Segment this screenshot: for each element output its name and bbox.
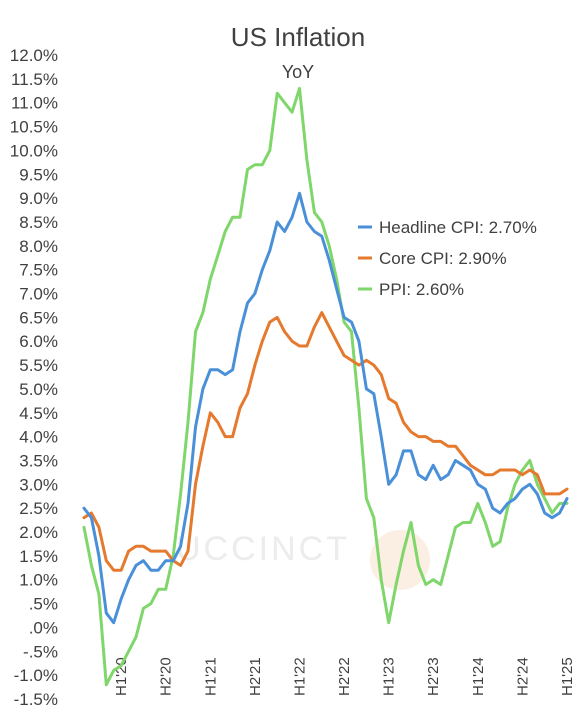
x-tick-label: H2'23 xyxy=(425,657,442,696)
chart-title: US Inflation xyxy=(231,22,365,52)
legend-label: PPI: 2.60% xyxy=(379,280,464,299)
y-tick-label: 10.0% xyxy=(10,141,58,160)
y-tick-label: 8.0% xyxy=(19,237,58,256)
legend-label: Core CPI: 2.90% xyxy=(379,249,507,268)
y-tick-label: 7.5% xyxy=(19,261,58,280)
legend: Headline CPI: 2.70% Core CPI: 2.90% PPI: 2… xyxy=(358,218,537,299)
y-axis: -1.5% -1.0% -.5% .0% .5% 1.0% 1.5% 2.0% 2.5% 3.0%… xyxy=(10,46,58,709)
y-tick-label: 2.0% xyxy=(19,523,58,542)
legend-label: Headline CPI: 2.70% xyxy=(379,218,537,237)
chart-subtitle: YoY xyxy=(282,62,314,82)
series-layer xyxy=(82,86,569,687)
x-tick-label: H1'23 xyxy=(381,657,398,696)
series-line-ppi xyxy=(82,86,569,687)
y-tick-label: 12.0% xyxy=(10,46,58,65)
y-tick-label: .0% xyxy=(29,618,58,637)
x-axis: H1'20 H2'20 H1'21 H2'21 H1'22 H2'22 H1'23 H2'23… xyxy=(113,657,576,696)
x-tick-label: H1'25 xyxy=(559,657,576,696)
y-tick-label: 4.0% xyxy=(19,428,58,447)
series-line-core-cpi xyxy=(82,311,569,572)
y-tick-label: 3.0% xyxy=(19,475,58,494)
y-tick-label: 9.5% xyxy=(19,165,58,184)
y-tick-label: 3.5% xyxy=(19,451,58,470)
y-tick-label: 2.5% xyxy=(19,499,58,518)
y-tick-label: .5% xyxy=(29,595,58,614)
x-tick-label: H2'20 xyxy=(158,657,175,696)
y-tick-label: 9.0% xyxy=(19,189,58,208)
y-tick-label: 1.0% xyxy=(19,571,58,590)
y-tick-label: 1.5% xyxy=(19,547,58,566)
watermark: UCCINCT xyxy=(176,530,430,590)
y-tick-label: 8.5% xyxy=(19,213,58,232)
y-tick-label: 10.5% xyxy=(10,118,58,137)
y-tick-label: 11.5% xyxy=(11,70,58,89)
x-tick-label: H1'21 xyxy=(202,657,219,696)
x-tick-label: H1'24 xyxy=(470,657,487,696)
y-tick-label: 5.5% xyxy=(19,356,58,375)
y-tick-label: 4.5% xyxy=(19,404,58,423)
y-tick-label: 7.0% xyxy=(19,285,58,304)
y-tick-label: -.5% xyxy=(23,642,58,661)
y-tick-label: 6.0% xyxy=(19,332,58,351)
watermark-text: UCCINCT xyxy=(176,530,350,568)
x-tick-label: H1'22 xyxy=(291,657,308,696)
x-tick-label: H2'21 xyxy=(247,657,264,696)
y-tick-label: -1.5% xyxy=(14,690,58,709)
x-tick-label: H2'24 xyxy=(514,657,531,696)
x-tick-label: H2'22 xyxy=(336,657,353,696)
y-tick-label: 5.0% xyxy=(19,380,58,399)
y-tick-label: 11.0% xyxy=(11,94,58,113)
y-tick-label: 6.5% xyxy=(19,308,58,327)
series-line-headline-cpi xyxy=(82,191,569,625)
y-tick-label: -1.0% xyxy=(14,666,58,685)
